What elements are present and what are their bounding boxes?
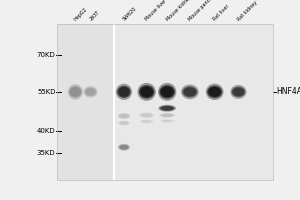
Ellipse shape bbox=[161, 86, 174, 97]
Ellipse shape bbox=[141, 120, 153, 123]
Ellipse shape bbox=[184, 87, 196, 96]
Ellipse shape bbox=[162, 114, 172, 117]
Text: 55KD: 55KD bbox=[37, 89, 56, 95]
Ellipse shape bbox=[140, 86, 153, 97]
Ellipse shape bbox=[119, 145, 129, 150]
Ellipse shape bbox=[141, 114, 152, 117]
Ellipse shape bbox=[160, 119, 174, 123]
Ellipse shape bbox=[182, 86, 197, 97]
Bar bbox=[57, 24, 114, 180]
Ellipse shape bbox=[118, 113, 130, 119]
Ellipse shape bbox=[161, 120, 173, 122]
Ellipse shape bbox=[69, 86, 82, 98]
Ellipse shape bbox=[140, 113, 153, 117]
Text: HNF4A: HNF4A bbox=[276, 87, 300, 96]
Ellipse shape bbox=[85, 88, 95, 95]
Text: 70KD: 70KD bbox=[37, 52, 56, 58]
Ellipse shape bbox=[139, 113, 154, 118]
Ellipse shape bbox=[118, 121, 130, 125]
Ellipse shape bbox=[233, 88, 244, 96]
Ellipse shape bbox=[159, 85, 175, 99]
Ellipse shape bbox=[230, 85, 247, 99]
Ellipse shape bbox=[158, 83, 176, 101]
Ellipse shape bbox=[161, 106, 173, 110]
Ellipse shape bbox=[137, 83, 156, 101]
Bar bbox=[57, 24, 273, 180]
Text: Rat kidney: Rat kidney bbox=[236, 0, 258, 22]
Text: Rat liver: Rat liver bbox=[213, 4, 231, 22]
Bar bbox=[114, 24, 273, 180]
Ellipse shape bbox=[232, 87, 245, 97]
Ellipse shape bbox=[158, 105, 176, 112]
Ellipse shape bbox=[118, 87, 130, 97]
Ellipse shape bbox=[119, 114, 128, 118]
Ellipse shape bbox=[206, 84, 224, 100]
Text: Mouse pancreas: Mouse pancreas bbox=[188, 0, 219, 22]
Ellipse shape bbox=[118, 114, 130, 118]
Ellipse shape bbox=[70, 87, 81, 97]
Ellipse shape bbox=[159, 113, 175, 118]
Ellipse shape bbox=[119, 121, 129, 125]
Ellipse shape bbox=[85, 87, 96, 96]
Text: 40KD: 40KD bbox=[37, 128, 56, 134]
Text: Mouse liver: Mouse liver bbox=[145, 0, 168, 22]
Text: 35KD: 35KD bbox=[37, 150, 56, 156]
Text: Mouse kidney: Mouse kidney bbox=[165, 0, 193, 22]
Ellipse shape bbox=[139, 85, 154, 99]
Text: HepG2: HepG2 bbox=[73, 7, 89, 22]
Ellipse shape bbox=[68, 84, 83, 100]
Ellipse shape bbox=[117, 86, 131, 98]
Ellipse shape bbox=[160, 114, 174, 117]
Ellipse shape bbox=[120, 122, 128, 124]
Ellipse shape bbox=[208, 87, 221, 97]
Text: SW620: SW620 bbox=[122, 6, 138, 22]
Ellipse shape bbox=[207, 86, 222, 98]
Ellipse shape bbox=[140, 120, 154, 123]
Ellipse shape bbox=[83, 86, 98, 98]
Ellipse shape bbox=[160, 106, 175, 111]
Ellipse shape bbox=[118, 144, 130, 151]
Ellipse shape bbox=[120, 145, 128, 149]
Ellipse shape bbox=[116, 84, 132, 100]
Ellipse shape bbox=[142, 120, 152, 123]
Text: 293T: 293T bbox=[88, 10, 101, 22]
Ellipse shape bbox=[181, 84, 199, 99]
Ellipse shape bbox=[162, 120, 172, 122]
